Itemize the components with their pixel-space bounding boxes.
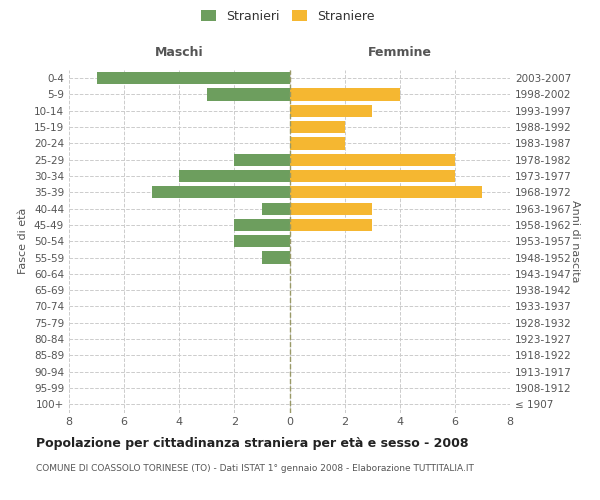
Bar	[290, 154, 455, 166]
Y-axis label: Fasce di età: Fasce di età	[19, 208, 28, 274]
Bar	[152, 186, 290, 198]
Y-axis label: Anni di nascita: Anni di nascita	[570, 200, 580, 282]
Bar	[290, 104, 372, 117]
Bar	[262, 252, 290, 264]
Bar	[97, 72, 290, 85]
Bar	[207, 88, 290, 101]
Bar	[290, 88, 400, 101]
Bar	[290, 121, 344, 133]
Bar	[290, 202, 372, 214]
Bar	[235, 219, 290, 231]
Bar	[290, 186, 482, 198]
Bar	[290, 138, 344, 149]
Text: Maschi: Maschi	[155, 46, 203, 59]
Bar	[290, 170, 455, 182]
Bar	[235, 154, 290, 166]
Bar	[262, 202, 290, 214]
Legend: Stranieri, Straniere: Stranieri, Straniere	[197, 6, 379, 26]
Bar	[179, 170, 290, 182]
Bar	[290, 219, 372, 231]
Text: Femmine: Femmine	[368, 46, 432, 59]
Text: COMUNE DI COASSOLO TORINESE (TO) - Dati ISTAT 1° gennaio 2008 - Elaborazione TUT: COMUNE DI COASSOLO TORINESE (TO) - Dati …	[36, 464, 474, 473]
Bar	[235, 235, 290, 248]
Text: Popolazione per cittadinanza straniera per età e sesso - 2008: Popolazione per cittadinanza straniera p…	[36, 438, 469, 450]
